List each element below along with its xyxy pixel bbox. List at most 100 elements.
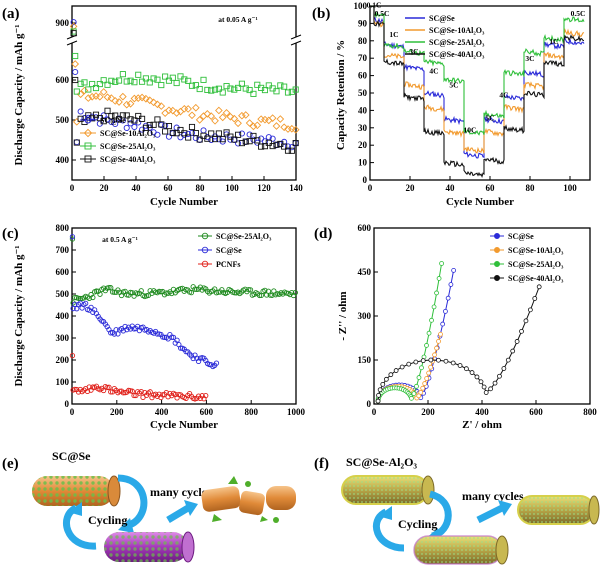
chart-a-point: [100, 118, 107, 125]
chart-a-point: [77, 115, 84, 122]
chart-a-point: [288, 147, 295, 154]
chart-a-point: [112, 78, 119, 85]
chart-c-point: [154, 331, 160, 337]
chart-c-point: [106, 284, 112, 291]
chart-a-point: [219, 136, 226, 143]
chart-b-rate-label: 4C: [499, 91, 508, 100]
chart-c-xtick-label: 200: [110, 407, 124, 417]
chart-d-legend-marker: [494, 247, 500, 253]
chart-d-point: [448, 282, 454, 287]
cycling-label-f: Cycling: [398, 517, 437, 531]
chart-a-point: [168, 106, 177, 115]
chart-b-rate-label: 0.5C: [571, 9, 586, 18]
chart-d-point: [426, 330, 432, 336]
rod-cycled-f: [413, 535, 509, 565]
chart-d-xtick-label: 0: [372, 407, 377, 417]
chart-c-ytick-label: 300: [56, 333, 70, 343]
chart-d-point: [431, 304, 437, 310]
chart-a-point: [284, 143, 292, 150]
chart-a-point: [88, 92, 96, 101]
chart-d-ylabel: - Z'' / ohm: [337, 291, 349, 340]
chart-d-point: [424, 343, 429, 348]
chart-d-point: [429, 317, 434, 323]
many-cycles-arrow-e: [166, 504, 190, 524]
chart-b-ytick-label: 10: [358, 158, 368, 168]
chart-c-point: [83, 300, 89, 307]
chart-c-point: [138, 288, 144, 294]
chart-a-point: [70, 30, 77, 37]
chart-c-series: [69, 236, 298, 306]
chart-d-ytick-label: 300: [358, 311, 372, 321]
chart-b-ytick-label: 60: [358, 71, 368, 81]
chart-c-ytick-label: 600: [56, 267, 70, 277]
chart-d-point: [443, 358, 449, 364]
chart-a-point: [192, 103, 200, 112]
chart-a-point: [250, 136, 257, 143]
chart-a-legend-label: SC@Se: [100, 116, 126, 125]
chart-b-ytick-label: 90: [358, 18, 368, 28]
chart-c-point: [70, 305, 76, 312]
chart-c-ytick-label: 0: [65, 399, 70, 409]
chart-c-legend-label: SC@Se-25Al₂O₃: [216, 232, 272, 241]
chart-a-point: [150, 75, 157, 82]
schematic-e-title: SC@Se: [52, 449, 91, 463]
chart-a-point: [123, 78, 130, 85]
chart-a-point: [281, 143, 288, 150]
chart-a-point: [162, 122, 169, 129]
chart-c-plot-frame: [71, 227, 297, 405]
cycle-arrows-e: [63, 474, 148, 550]
chart-d-xtick-label: 400: [475, 407, 489, 417]
chart-d-legend-marker: [494, 233, 500, 239]
chart-a-point: [250, 90, 257, 97]
chart-d-point: [481, 384, 487, 390]
chart-a-point: [115, 116, 123, 123]
chart-c-legend-label: SC@Se: [216, 246, 242, 255]
chart-a-point: [72, 68, 79, 76]
chart-a-point: [276, 115, 285, 123]
chart-b-xtick-label: 0: [368, 183, 373, 193]
chart-a-point: [115, 98, 123, 106]
chart-d-point: [383, 376, 389, 382]
chart-c-point: [72, 301, 78, 308]
chart-a-point: [96, 80, 103, 88]
chart-a-point: [149, 98, 158, 107]
chart-c-point: [104, 384, 110, 391]
chart-b-ytick-label: 70: [358, 53, 368, 63]
chart-a-point: [72, 117, 81, 126]
chart-d-xlabel: Z' / ohm: [462, 419, 502, 431]
chart-d-point: [420, 385, 426, 391]
chart-a-point: [85, 86, 92, 93]
chart-a-point: [273, 88, 280, 95]
chart-a-legend-label: SC@Se-10Al₂O₃: [100, 129, 156, 138]
chart-d-point: [413, 359, 419, 365]
chart-c-xtick-label: 0: [70, 407, 75, 417]
chart-a-point: [92, 84, 100, 92]
chart-a-point: [126, 99, 135, 108]
chart-c-legend-label: PCNFs: [216, 260, 240, 269]
chart-a-break-mark: [66, 40, 78, 46]
chart-d-point: [428, 364, 434, 370]
chart-a-point: [254, 81, 261, 88]
chart-a-point: [112, 120, 119, 128]
chart-d-legend-label: SC@Se-40Al₂O₃: [508, 274, 564, 283]
chart-d-series-line: [377, 286, 540, 402]
chart-a-point: [72, 52, 79, 60]
chart-a-legend-marker: [84, 116, 92, 124]
chart-d-point: [519, 328, 524, 334]
chart-a-point: [89, 115, 96, 122]
chart-c-point: [74, 306, 80, 312]
chart-a-point: [195, 116, 204, 124]
chart-d: 0 150 300 450 600 0 200 400 600 800 Z' / ohm - Z'' …: [337, 223, 597, 431]
chart-a-series: [70, 28, 299, 97]
schematic-e: SC@Se Cycling many cycles: [32, 449, 296, 563]
chart-a-point: [145, 96, 154, 105]
chart-a-point: [142, 75, 149, 82]
chart-a-point: [142, 94, 150, 103]
chart-a-point: [245, 119, 254, 127]
chart-a-point: [69, 22, 78, 31]
chart-a-point: [92, 111, 100, 118]
chart-a-ytick-label: 400: [56, 155, 70, 165]
chart-c-point: [169, 334, 175, 340]
chart-a-break-mark: [290, 40, 302, 46]
chart-a-point: [70, 19, 77, 26]
